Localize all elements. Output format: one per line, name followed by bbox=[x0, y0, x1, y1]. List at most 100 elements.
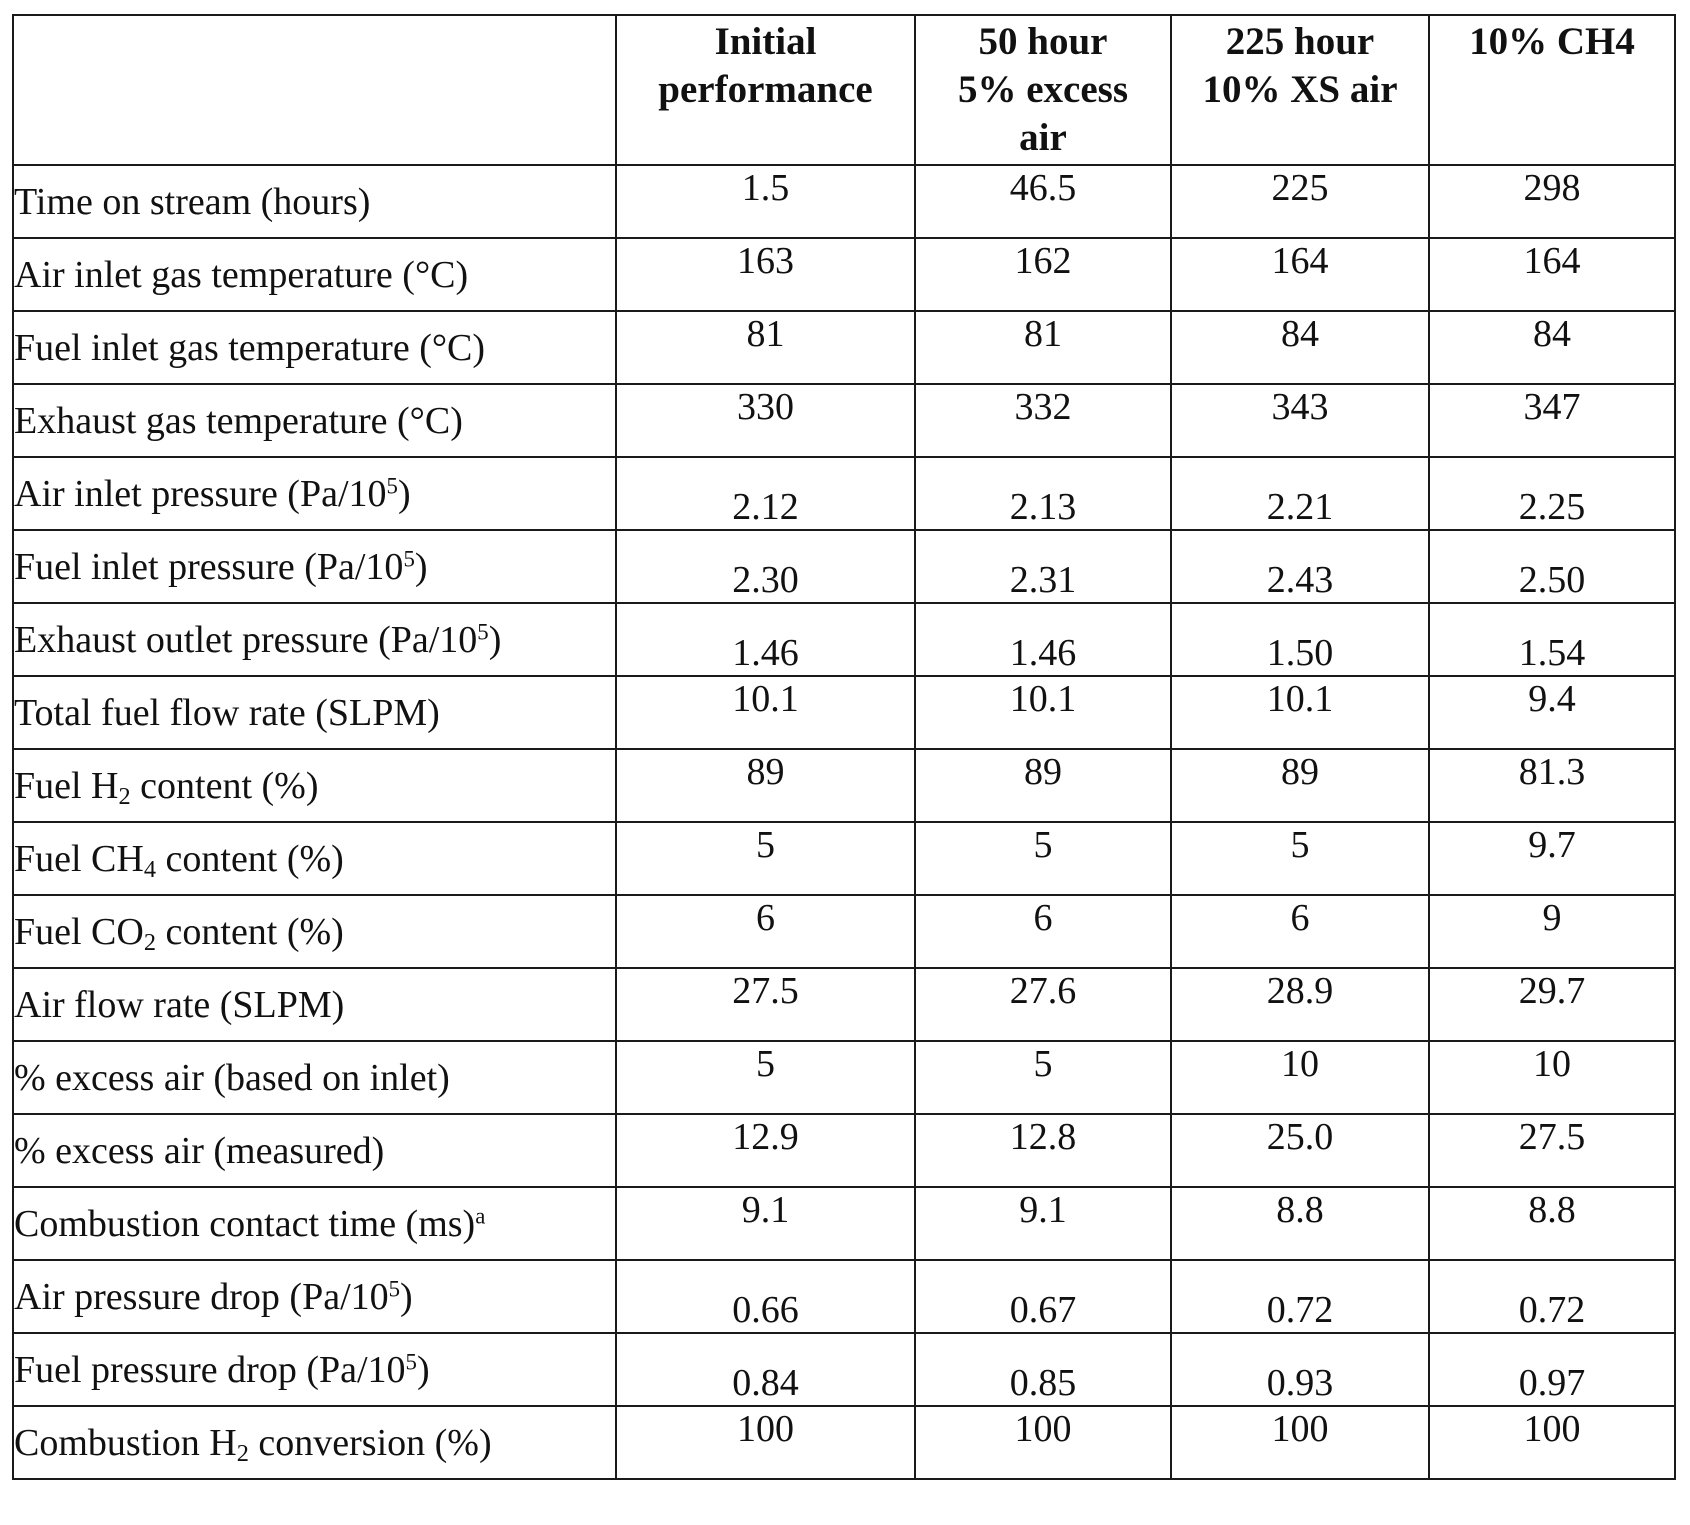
table-body: Time on stream (hours) 1.5 46.5 225 298 Air i… bbox=[12, 164, 1676, 1480]
row-label: Fuel inlet pressure (Pa/105) bbox=[12, 529, 617, 604]
table-row: Fuel CH4 content (%) 5 5 5 9.7 bbox=[12, 821, 1676, 896]
value-cell: 2.31 bbox=[914, 529, 1172, 604]
table-row: Combustion H2 conversion (%) 100 100 100 100 bbox=[12, 1405, 1676, 1480]
value-cell: 2.12 bbox=[615, 456, 916, 531]
header-line: performance bbox=[658, 68, 873, 111]
table-row: Exhaust outlet pressure (Pa/105) 1.46 1.46… bbox=[12, 602, 1676, 677]
table-row: Fuel CO2 content (%) 6 6 6 9 bbox=[12, 894, 1676, 969]
table-row: Fuel inlet pressure (Pa/105) 2.30 2.31 2.43… bbox=[12, 529, 1676, 604]
header-cell: 10% CH4 bbox=[1428, 14, 1676, 166]
label-text: ) bbox=[400, 1275, 413, 1318]
row-label: % excess air (measured) bbox=[12, 1113, 617, 1188]
value-cell: 25.0 bbox=[1170, 1113, 1430, 1188]
table-row: % excess air (based on inlet) 5 5 10 10 bbox=[12, 1040, 1676, 1115]
value-cell: 162 bbox=[914, 237, 1172, 312]
value-cell: 2.25 bbox=[1428, 456, 1676, 531]
label-subscript: 2 bbox=[236, 1439, 249, 1467]
label-text: Fuel CH bbox=[14, 837, 144, 880]
row-label: Fuel CO2 content (%) bbox=[12, 894, 617, 969]
value-cell: 0.66 bbox=[615, 1259, 916, 1334]
row-label: Air inlet gas temperature (°C) bbox=[12, 237, 617, 312]
value-cell: 2.21 bbox=[1170, 456, 1430, 531]
header-line: 10% XS air bbox=[1202, 68, 1398, 111]
label-text: Air pressure drop (Pa/10 bbox=[14, 1275, 389, 1318]
table-row: Combustion contact time (ms)a 9.1 9.1 8.8 8.… bbox=[12, 1186, 1676, 1261]
table-row: Air inlet pressure (Pa/105) 2.12 2.13 2.21 2… bbox=[12, 456, 1676, 531]
value-cell: 2.13 bbox=[914, 456, 1172, 531]
value-cell: 5 bbox=[615, 821, 916, 896]
row-label: Time on stream (hours) bbox=[12, 164, 617, 239]
label-superscript: 5 bbox=[386, 472, 398, 498]
header-line: Initial bbox=[714, 20, 817, 63]
value-cell: 10 bbox=[1428, 1040, 1676, 1115]
value-cell: 84 bbox=[1428, 310, 1676, 385]
value-cell: 8.8 bbox=[1428, 1186, 1676, 1261]
label-text: Fuel pressure drop (Pa/10 bbox=[14, 1348, 406, 1391]
value-cell: 298 bbox=[1428, 164, 1676, 239]
header-cell: Initial performance bbox=[615, 14, 916, 166]
table-header-row: Initial performance 50 hour 5% excess air 225… bbox=[12, 14, 1676, 166]
value-cell: 1.54 bbox=[1428, 602, 1676, 677]
table-row: Air flow rate (SLPM) 27.5 27.6 28.9 29.7 bbox=[12, 967, 1676, 1042]
value-cell: 81.3 bbox=[1428, 748, 1676, 823]
value-cell: 1.46 bbox=[615, 602, 916, 677]
row-label: Fuel pressure drop (Pa/105) bbox=[12, 1332, 617, 1407]
value-cell: 9.1 bbox=[615, 1186, 916, 1261]
value-cell: 10 bbox=[1170, 1040, 1430, 1115]
header-line: 5% excess bbox=[957, 68, 1129, 111]
row-label: Combustion contact time (ms)a bbox=[12, 1186, 617, 1261]
label-text: Air inlet gas temperature (°C) bbox=[14, 253, 469, 296]
label-text: Air inlet pressure (Pa/10 bbox=[14, 472, 387, 515]
value-cell: 5 bbox=[914, 1040, 1172, 1115]
value-cell: 81 bbox=[914, 310, 1172, 385]
label-text: % excess air (based on inlet) bbox=[14, 1056, 450, 1099]
row-label: % excess air (based on inlet) bbox=[12, 1040, 617, 1115]
value-cell: 0.93 bbox=[1170, 1332, 1430, 1407]
value-cell: 84 bbox=[1170, 310, 1430, 385]
label-text: ) bbox=[397, 472, 411, 515]
table-row: Fuel inlet gas temperature (°C) 81 81 84 84 bbox=[12, 310, 1676, 385]
label-text: Fuel CO bbox=[14, 910, 144, 953]
value-cell: 100 bbox=[1170, 1405, 1430, 1480]
table-row: Time on stream (hours) 1.5 46.5 225 298 bbox=[12, 164, 1676, 239]
header-line: 225 hour bbox=[1225, 20, 1375, 63]
value-cell: 6 bbox=[914, 894, 1172, 969]
value-cell: 5 bbox=[1170, 821, 1430, 896]
value-cell: 0.84 bbox=[615, 1332, 916, 1407]
table-row: Fuel pressure drop (Pa/105) 0.84 0.85 0.93 0… bbox=[12, 1332, 1676, 1407]
label-text: Fuel H bbox=[14, 764, 119, 807]
value-cell: 9.4 bbox=[1428, 675, 1676, 750]
label-text: ) bbox=[416, 1348, 430, 1391]
value-cell: 1.46 bbox=[914, 602, 1172, 677]
label-text: content (%) bbox=[156, 910, 344, 953]
value-cell: 10.1 bbox=[1170, 675, 1430, 750]
table-row: Air inlet gas temperature (°C) 163 162 164 1… bbox=[12, 237, 1676, 312]
value-cell: 0.85 bbox=[914, 1332, 1172, 1407]
label-text: conversion (%) bbox=[248, 1421, 492, 1464]
row-label: Air pressure drop (Pa/105) bbox=[12, 1259, 617, 1334]
label-subscript: 4 bbox=[143, 855, 157, 883]
row-label: Fuel CH4 content (%) bbox=[12, 821, 617, 896]
label-subscript: 2 bbox=[118, 782, 131, 810]
value-cell: 81 bbox=[615, 310, 916, 385]
value-cell: 347 bbox=[1428, 383, 1676, 458]
value-cell: 0.72 bbox=[1170, 1259, 1430, 1334]
label-text: Fuel inlet pressure (Pa/10 bbox=[14, 545, 404, 588]
label-text: Air flow rate (SLPM) bbox=[14, 983, 345, 1026]
label-text: Combustion contact time (ms) bbox=[14, 1202, 476, 1245]
value-cell: 225 bbox=[1170, 164, 1430, 239]
header-line: 10% CH4 bbox=[1469, 20, 1635, 63]
label-superscript: 5 bbox=[477, 618, 489, 644]
header-line: air bbox=[1019, 116, 1067, 159]
value-cell: 12.9 bbox=[615, 1113, 916, 1188]
value-cell: 163 bbox=[615, 237, 916, 312]
value-cell: 164 bbox=[1428, 237, 1676, 312]
value-cell: 10.1 bbox=[615, 675, 916, 750]
row-label: Air flow rate (SLPM) bbox=[12, 967, 617, 1042]
value-cell: 0.97 bbox=[1428, 1332, 1676, 1407]
value-cell: 330 bbox=[615, 383, 916, 458]
row-label: Exhaust gas temperature (°C) bbox=[12, 383, 617, 458]
row-label: Fuel H2 content (%) bbox=[12, 748, 617, 823]
label-text: Time on stream (hours) bbox=[14, 180, 371, 223]
header-cell: 225 hour 10% XS air bbox=[1170, 14, 1430, 166]
